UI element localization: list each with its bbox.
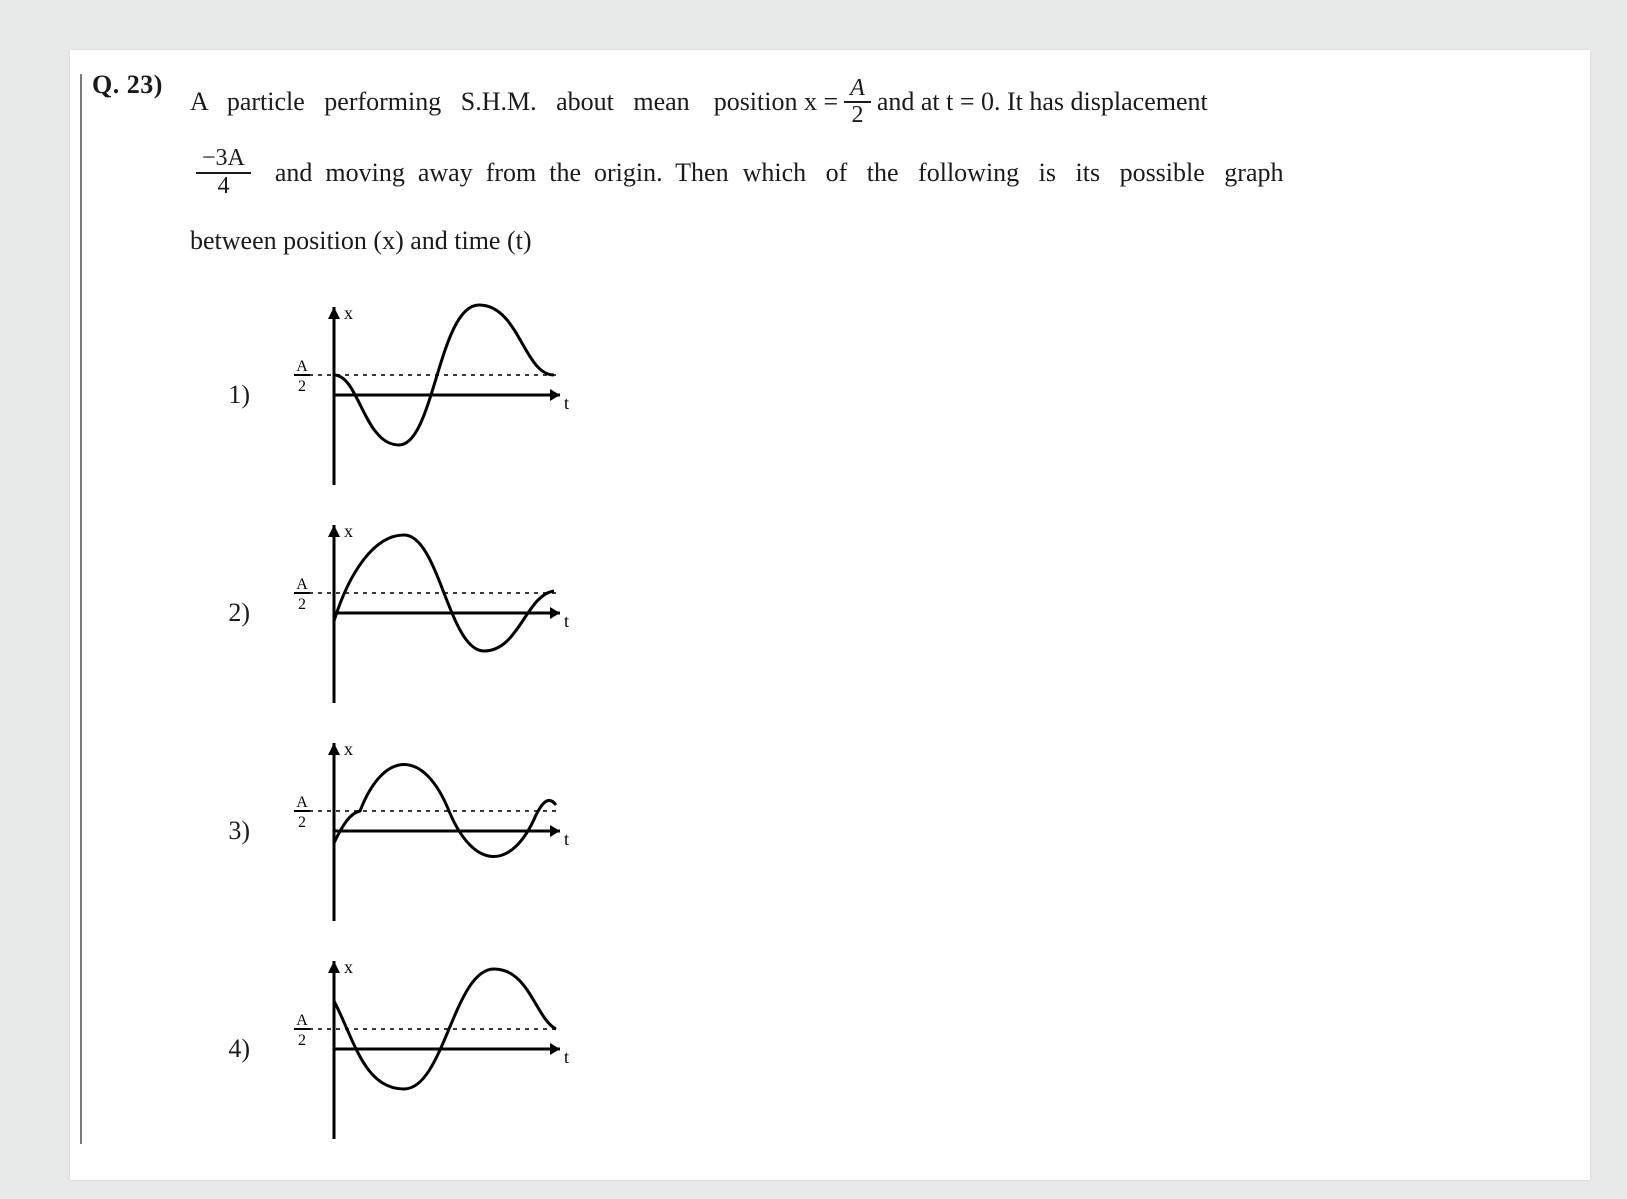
fraction-minus-3a-over-4: −3A 4 <box>196 146 251 198</box>
graph-3: x t A 2 <box>264 731 574 931</box>
svg-text:x: x <box>344 739 353 759</box>
text-segment: A particle performing S.H.M. about mean <box>190 78 690 126</box>
fraction-denominator: 2 <box>845 103 869 128</box>
svg-text:A: A <box>296 1012 308 1029</box>
svg-text:x: x <box>344 521 353 541</box>
option-4: 4) x t A 2 <box>210 949 574 1149</box>
question-text: A particle performing S.H.M. about mean … <box>190 76 1530 265</box>
options-container: 1) x t A 2 <box>210 295 574 1167</box>
option-label: 1) <box>210 380 250 410</box>
fraction-denominator: 4 <box>211 174 235 199</box>
option-2: 2) x t A 2 <box>210 513 574 713</box>
option-3: 3) x t A 2 <box>210 731 574 931</box>
text-segment: and at t = 0. It has displacement <box>877 78 1208 126</box>
question-line-1: A particle performing S.H.M. about mean … <box>190 76 1530 128</box>
page: Q. 23) A particle performing S.H.M. abou… <box>70 50 1590 1180</box>
svg-text:t: t <box>564 393 569 413</box>
svg-text:A: A <box>296 358 308 375</box>
graph-1: x t A 2 <box>264 295 574 495</box>
svg-text:2: 2 <box>298 378 306 395</box>
fraction-numerator: −3A <box>196 146 251 173</box>
svg-text:x: x <box>344 957 353 977</box>
question-line-2: −3A 4 and moving away from the origin. T… <box>190 146 1530 198</box>
question-number: Q. 23) <box>92 70 163 100</box>
question-line-3: between position (x) and time (t) <box>190 217 1530 265</box>
option-1: 1) x t A 2 <box>210 295 574 495</box>
option-label: 4) <box>210 1034 250 1064</box>
graph-2: x t A 2 <box>264 513 574 713</box>
left-rule <box>80 74 82 1144</box>
svg-text:t: t <box>564 1047 569 1067</box>
text-segment: between position (x) and time (t) <box>190 217 532 265</box>
svg-text:A: A <box>296 576 308 593</box>
text-segment: and moving away from the origin. Then <box>275 149 729 197</box>
svg-text:t: t <box>564 829 569 849</box>
option-label: 2) <box>210 598 250 628</box>
svg-text:A: A <box>296 794 308 811</box>
svg-text:2: 2 <box>298 596 306 613</box>
fraction-a-over-2: A 2 <box>844 76 871 128</box>
svg-text:2: 2 <box>298 1032 306 1049</box>
text-segment: position x = <box>714 78 838 126</box>
svg-text:x: x <box>344 303 353 323</box>
svg-text:2: 2 <box>298 814 306 831</box>
option-label: 3) <box>210 816 250 846</box>
fraction-numerator: A <box>844 76 871 103</box>
graph-4: x t A 2 <box>264 949 574 1149</box>
svg-text:t: t <box>564 611 569 631</box>
text-segment: which of the following is its possible g… <box>743 149 1284 197</box>
